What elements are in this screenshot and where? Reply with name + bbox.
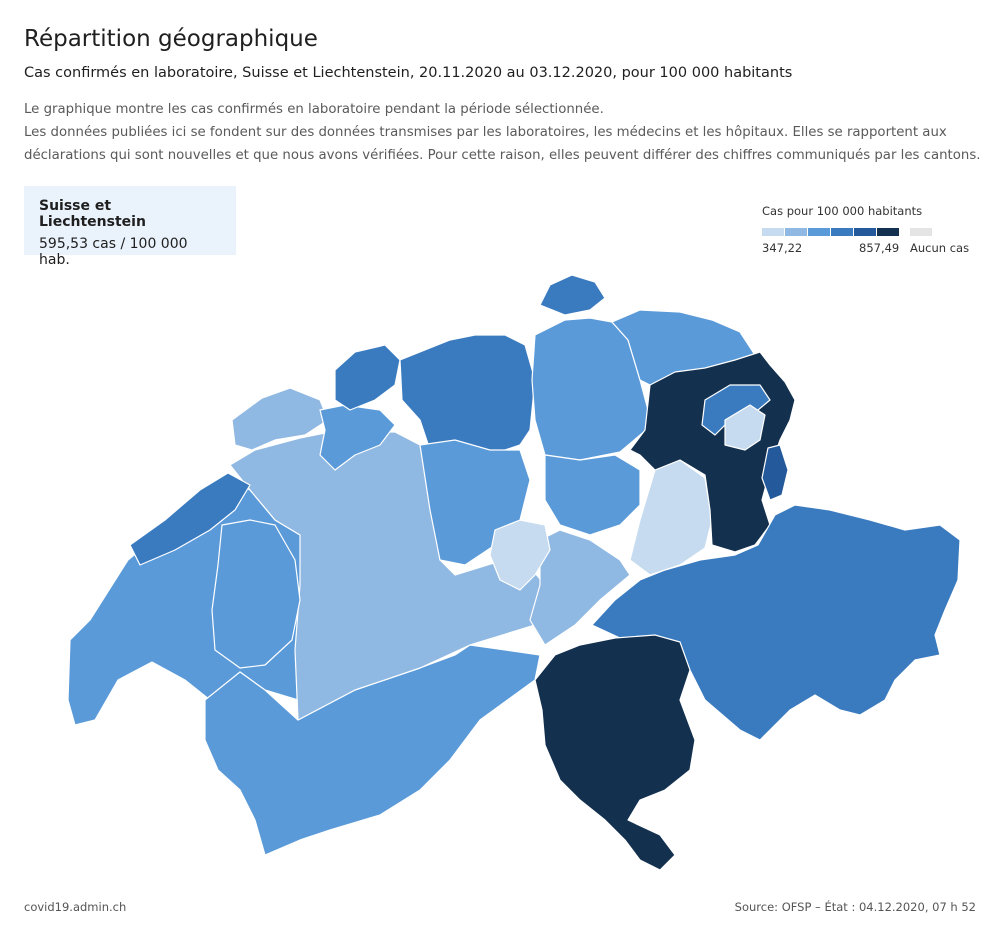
legend-swatch-2	[785, 228, 807, 236]
canton-appenzell-ai[interactable]	[724, 404, 766, 451]
footer-source: Source: OFSP – État : 04.12.2020, 07 h 5…	[734, 900, 976, 914]
legend-swatch-5	[854, 228, 876, 236]
legend-swatch-6	[877, 228, 899, 236]
page-subtitle: Cas confirmés en laboratoire, Suisse et …	[24, 65, 793, 81]
canton-schaffhausen[interactable]	[539, 274, 606, 316]
legend-no-cases-label: Aucun cas	[910, 241, 970, 255]
legend-min-label: 347,22	[762, 241, 803, 255]
legend-title: Cas pour 100 000 habitants	[762, 204, 923, 218]
canton-aargau[interactable]	[399, 334, 536, 461]
canton-jura[interactable]	[231, 387, 329, 451]
description-line-3: déclarations qui sont nouvelles et que n…	[24, 148, 981, 163]
page-title: Répartition géographique	[24, 26, 318, 52]
legend-max-label: 857,49	[859, 241, 900, 255]
summary-value: 595,53 cas / 100 000 hab.	[39, 236, 188, 268]
canton-ticino[interactable]	[534, 634, 696, 871]
canton-uri[interactable]	[529, 529, 631, 646]
choropleth-map	[67, 274, 961, 871]
footer-site: covid19.admin.ch	[24, 900, 127, 914]
canton-neuchatel[interactable]	[129, 472, 251, 566]
legend-swatch-4	[831, 228, 853, 236]
legend: Cas pour 100 000 habitants 347,22 857,49…	[762, 204, 977, 255]
legend-swatch-1	[762, 228, 784, 236]
canton-glarus[interactable]	[629, 459, 713, 576]
canton-basel[interactable]	[334, 344, 401, 411]
legend-swatch-3	[808, 228, 830, 236]
canton-solothurn[interactable]	[319, 404, 396, 471]
summary-box: Suisse et Liechtenstein 595,53 cas / 100…	[24, 186, 236, 268]
canton-fribourg[interactable]	[211, 519, 301, 669]
liechtenstein[interactable]	[761, 444, 789, 501]
description-line-2: Les données publiées ici se fondent sur …	[24, 125, 947, 140]
canton-schwyz[interactable]	[544, 454, 641, 536]
legend-no-cases-swatch	[910, 228, 932, 236]
description: Le graphique montre les cas confirmés en…	[24, 98, 981, 167]
description-line-1: Le graphique montre les cas confirmés en…	[24, 102, 604, 117]
summary-region: Suisse et Liechtenstein	[39, 198, 146, 230]
canton-graubunden[interactable]	[591, 504, 961, 741]
canton-obwalden[interactable]	[489, 519, 551, 591]
